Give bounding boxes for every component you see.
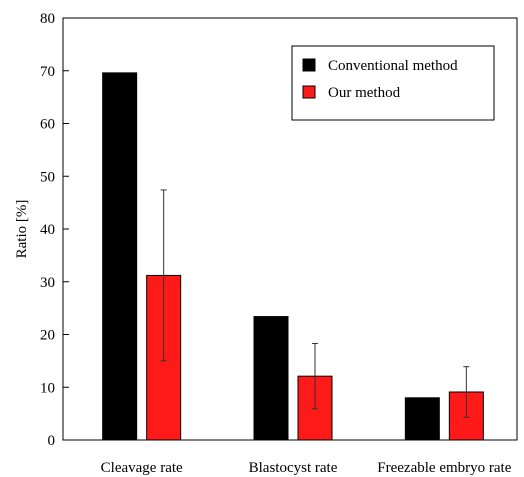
x-axis: Cleavage rate Blastocyst rate Freezable em… [101, 460, 512, 476]
y-tick-label: 80 [40, 11, 55, 27]
bar-conventional-method [102, 72, 138, 441]
legend: Conventional method Our method [291, 45, 495, 121]
y-tick-label: 30 [40, 275, 55, 291]
y-tick-label: 0 [48, 433, 56, 449]
legend-label: Conventional method [328, 58, 458, 74]
bar-conventional-method [253, 316, 289, 441]
bar-conventional-method [404, 397, 440, 441]
y-tick-label: 50 [40, 169, 55, 185]
legend-swatch [302, 85, 316, 99]
y-axis: 0 10 20 30 40 50 60 70 80 [40, 11, 69, 449]
y-tick-label: 10 [40, 380, 55, 396]
legend-box [291, 45, 495, 121]
y-tick-label: 70 [40, 64, 55, 80]
error-bars-layer [160, 189, 470, 418]
legend-swatch [302, 58, 316, 72]
y-tick-label: 60 [40, 117, 55, 133]
x-category-label: Cleavage rate [101, 460, 183, 476]
x-category-label: Blastocyst rate [249, 460, 338, 476]
y-tick-label: 20 [40, 328, 55, 344]
y-tick-label: 40 [40, 222, 55, 238]
legend-label: Our method [328, 85, 401, 101]
bars-layer [102, 72, 484, 441]
x-category-label: Freezable embryo rate [377, 460, 511, 476]
y-axis-title: Ratio [%] [14, 200, 30, 259]
